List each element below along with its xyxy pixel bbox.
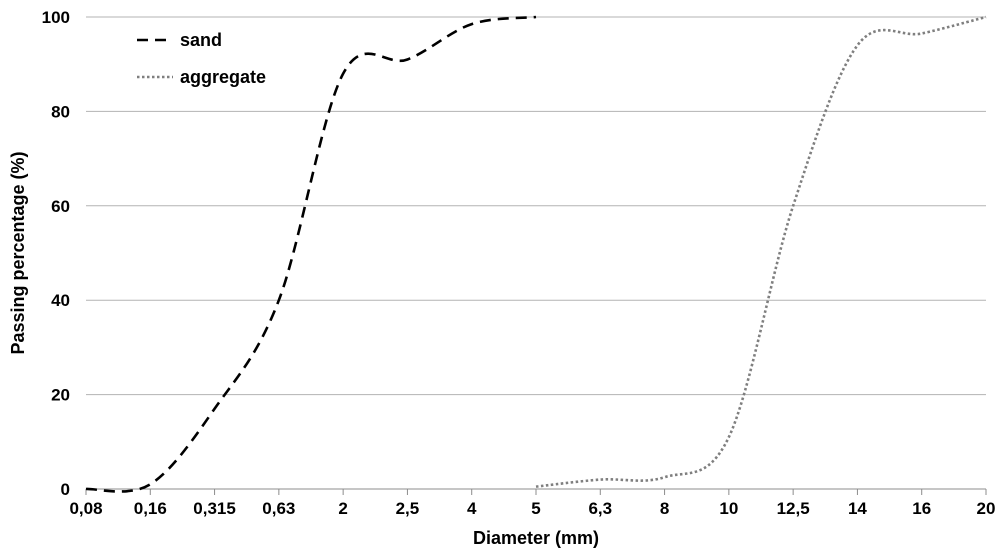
x-tick-label: 10: [719, 499, 738, 518]
x-tick-label: 12,5: [777, 499, 810, 518]
series-line-sand: [85, 15, 537, 493]
y-tick-label: 100: [42, 8, 70, 27]
x-tick-label: 0,08: [69, 499, 102, 518]
y-tick-label: 40: [51, 291, 70, 310]
legend-label-sand: sand: [180, 30, 222, 50]
series-line-aggregate: [535, 15, 987, 488]
axes: 0 20 40 60 80 100 0,08 0,16 0,315 0,63 2 2,5 4 5 6,3 8 1…: [42, 8, 996, 518]
x-tick-label: 5: [531, 499, 540, 518]
x-tick-label: 14: [848, 499, 867, 518]
x-tick-label: 0,315: [193, 499, 236, 518]
series-lines: [85, 15, 987, 493]
x-tick-label: 0,16: [134, 499, 167, 518]
x-tick-label: 0,63: [262, 499, 295, 518]
x-tick-label: 6,3: [588, 499, 612, 518]
y-tick-label: 60: [51, 197, 70, 216]
x-tick-label: 16: [912, 499, 931, 518]
y-tick-label: 20: [51, 386, 70, 405]
x-tick-label: 8: [660, 499, 669, 518]
legend-label-aggregate: aggregate: [180, 67, 266, 87]
x-tick-label: 2: [338, 499, 347, 518]
x-tick-label: 4: [467, 499, 477, 518]
legend: sand aggregate: [137, 30, 266, 87]
y-axis-title: Passing percentage (%): [8, 151, 28, 354]
y-tick-label: 80: [51, 102, 70, 121]
y-tick-label: 0: [61, 480, 70, 499]
x-tick-label: 2,5: [396, 499, 420, 518]
x-axis-title: Diameter (mm): [473, 528, 599, 548]
x-tick-label: 20: [977, 499, 996, 518]
